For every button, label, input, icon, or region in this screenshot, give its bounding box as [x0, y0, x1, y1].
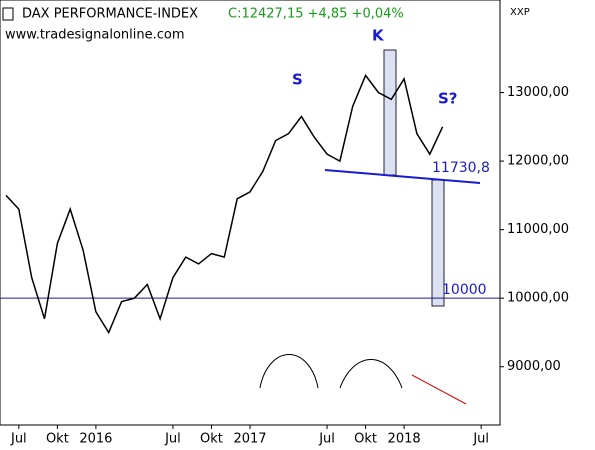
- neckline: [324, 169, 481, 184]
- y-tick-label: 10000,00: [507, 291, 569, 306]
- y-tick-label: 13000,00: [507, 85, 569, 100]
- corner-label: XXP: [510, 7, 530, 18]
- chart-subtitle: C:12427,15 +4,85 +0,04%: [228, 7, 404, 22]
- x-tick-label: Jul: [318, 432, 335, 447]
- x-tick-label: 2017: [233, 432, 266, 447]
- source: www.tradesignalonline.com: [5, 28, 185, 43]
- x-tick-label: Okt: [200, 432, 223, 447]
- annotation: S: [292, 71, 303, 89]
- x-tick-label: Jul: [10, 432, 27, 447]
- plot-frame: [0, 0, 501, 426]
- x-tick-label: Jul: [164, 432, 181, 447]
- y-tick-label: 11000,00: [507, 222, 569, 237]
- volume-trend: [411, 374, 467, 405]
- arc: [259, 354, 319, 389]
- x-tick-label: 2016: [79, 432, 112, 447]
- annotation: K: [372, 27, 385, 45]
- arc: [339, 359, 403, 389]
- chart-title: DAX PERFORMANCE-INDEX: [22, 7, 198, 22]
- annotation: S?: [438, 90, 458, 108]
- price-line: [5, 73, 444, 335]
- k-box: [383, 49, 397, 176]
- x-tick-label: Jul: [472, 432, 489, 447]
- y-tick-label: 12000,00: [507, 154, 569, 169]
- icon: [2, 7, 14, 21]
- x-tick-label: Okt: [354, 432, 377, 447]
- annotation: 11730,8: [432, 160, 490, 176]
- y-tick-label: 9000,00: [507, 359, 561, 374]
- x-tick-label: Okt: [46, 432, 69, 447]
- x-tick-label: 2018: [388, 432, 421, 447]
- annotation: 10000: [442, 282, 487, 298]
